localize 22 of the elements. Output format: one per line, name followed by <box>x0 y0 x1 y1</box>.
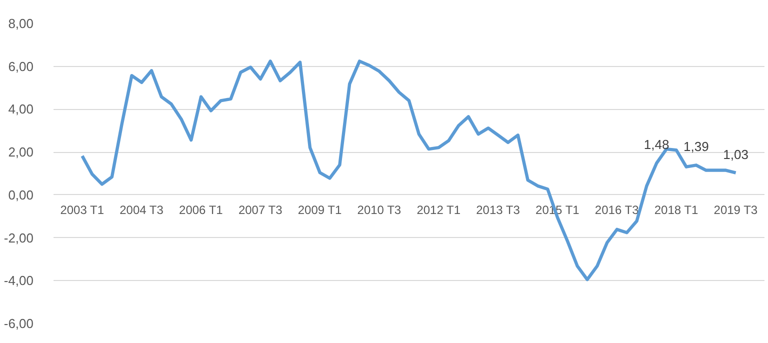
data-label: 1,48 <box>644 137 670 152</box>
y-tick-label: 6,00 <box>8 58 34 74</box>
y-tick-label: 4,00 <box>8 102 34 117</box>
y-tick-label: 2,00 <box>8 144 34 160</box>
data-label: 1,39 <box>684 139 709 154</box>
x-tick-label: 2003 T1 <box>60 202 104 217</box>
y-tick-label: -6,00 <box>4 316 34 331</box>
x-tick-label: 2004 T3 <box>120 202 164 217</box>
data-label: 1,03 <box>723 146 748 162</box>
x-tick-label: 2013 T3 <box>476 202 520 217</box>
x-tick-label: 2007 T3 <box>238 202 283 217</box>
y-tick-label: -4,00 <box>4 273 34 288</box>
x-tick-label: 2019 T3 <box>714 202 758 217</box>
x-tick-label: 2010 T3 <box>357 202 402 217</box>
x-tick-label: 2006 T1 <box>179 202 224 217</box>
x-tick-label: 2018 T1 <box>654 202 698 217</box>
x-tick-label: 2012 T1 <box>416 202 461 217</box>
x-tick-label: 2016 T3 <box>594 202 640 217</box>
y-tick-label: -2,00 <box>4 230 34 246</box>
y-tick-label: 0,00 <box>8 187 34 202</box>
x-tick-label: 2009 T1 <box>298 202 342 217</box>
y-tick-label: 8,00 <box>8 16 34 31</box>
